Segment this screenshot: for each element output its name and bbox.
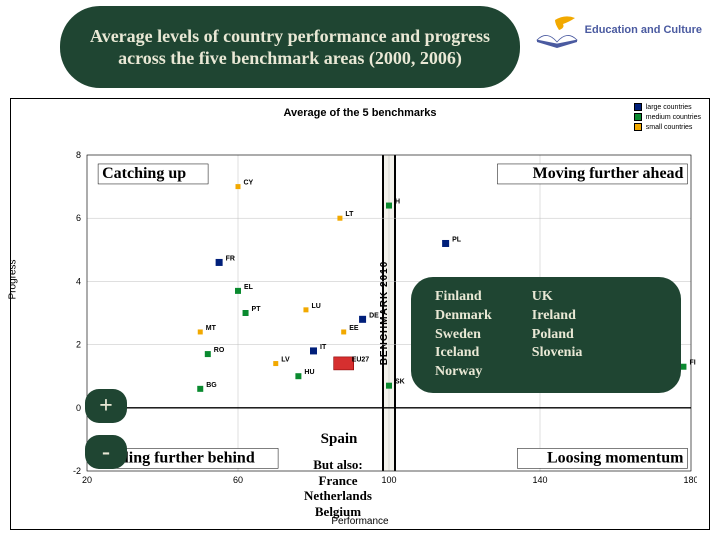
country-item: Norway [435, 363, 492, 382]
plus-badge: + [85, 389, 127, 423]
also-list: But also:FranceNetherlandsBelgium [263, 457, 413, 519]
country-item: Slovenia [532, 344, 583, 363]
svg-text:0: 0 [76, 403, 81, 413]
svg-text:H: H [395, 199, 400, 206]
svg-text:FR: FR [226, 255, 235, 262]
svg-text:PL: PL [452, 236, 462, 243]
svg-text:4: 4 [76, 276, 81, 286]
brand-logo: Education and Culture [535, 10, 702, 50]
svg-text:LU: LU [311, 303, 320, 310]
country-item: Ireland [532, 307, 583, 326]
also-line: France [263, 473, 413, 489]
country-item: Denmark [435, 307, 492, 326]
svg-text:Moving further ahead: Moving further ahead [533, 165, 684, 182]
also-line: Netherlands [263, 488, 413, 504]
country-item: Iceland [435, 344, 492, 363]
svg-text:6: 6 [76, 213, 81, 223]
svg-text:-2: -2 [73, 466, 81, 476]
chart-container: Average of the 5 benchmarks large countr… [10, 98, 710, 530]
svg-text:DE: DE [369, 312, 379, 319]
svg-text:HU: HU [304, 369, 314, 376]
legend-row: medium countries [634, 113, 701, 121]
minus-label: - [102, 439, 110, 466]
country-item: UK [532, 288, 583, 307]
svg-text:IT: IT [320, 344, 327, 351]
legend-row: large countries [634, 103, 701, 111]
svg-text:8: 8 [76, 150, 81, 160]
svg-text:20: 20 [82, 475, 92, 485]
y-axis-label: Progress [8, 259, 19, 299]
svg-text:BENCHMARK 2010: BENCHMARK 2010 [379, 261, 390, 366]
legend: large countries medium countries small cou… [634, 103, 701, 133]
country-item: Sweden [435, 326, 492, 345]
plus-label: + [99, 393, 113, 420]
country-item: Finland [435, 288, 492, 307]
svg-text:140: 140 [532, 475, 547, 485]
right-countries-callout: FinlandDenmarkSwedenIcelandNorway UKIrel… [411, 277, 681, 393]
svg-text:EU27: EU27 [352, 357, 370, 364]
brand-text: Education and Culture [585, 24, 702, 36]
svg-text:PT: PT [252, 306, 262, 313]
also-line: But also: [263, 457, 413, 473]
minus-badge: - [85, 435, 127, 469]
chart-subtitle: Average of the 5 benchmarks [11, 107, 709, 119]
svg-text:LV: LV [281, 357, 290, 364]
page: Average levels of country performance an… [0, 0, 720, 540]
svg-text:LT: LT [345, 211, 354, 218]
svg-text:EL: EL [244, 284, 254, 291]
legend-label: large countries [646, 104, 692, 111]
also-line: Belgium [263, 504, 413, 520]
book-bird-icon [535, 10, 579, 50]
svg-text:2: 2 [76, 340, 81, 350]
svg-text:EE: EE [349, 325, 359, 332]
legend-swatch [634, 113, 642, 121]
legend-label: small countries [646, 124, 693, 131]
legend-label: medium countries [646, 114, 701, 121]
svg-text:SK: SK [395, 379, 405, 386]
svg-text:BG: BG [206, 382, 217, 389]
page-title: Average levels of country performance an… [82, 25, 498, 70]
legend-swatch [634, 103, 642, 111]
svg-text:RO: RO [214, 347, 225, 354]
svg-text:Catching up: Catching up [102, 165, 186, 182]
svg-text:MT: MT [206, 325, 217, 332]
svg-text:60: 60 [233, 475, 243, 485]
title-bar: Average levels of country performance an… [60, 6, 520, 88]
spain-label: Spain [279, 431, 399, 448]
svg-text:180: 180 [683, 475, 697, 485]
country-list-2: UKIrelandPolandSlovenia [532, 288, 583, 382]
svg-text:FI: FI [689, 360, 695, 367]
legend-row: small countries [634, 123, 701, 131]
svg-text:Loosing momentum: Loosing momentum [547, 449, 684, 466]
country-item: Poland [532, 326, 583, 345]
legend-swatch [634, 123, 642, 131]
country-list-1: FinlandDenmarkSwedenIcelandNorway [435, 288, 492, 382]
svg-text:CY: CY [244, 180, 254, 187]
